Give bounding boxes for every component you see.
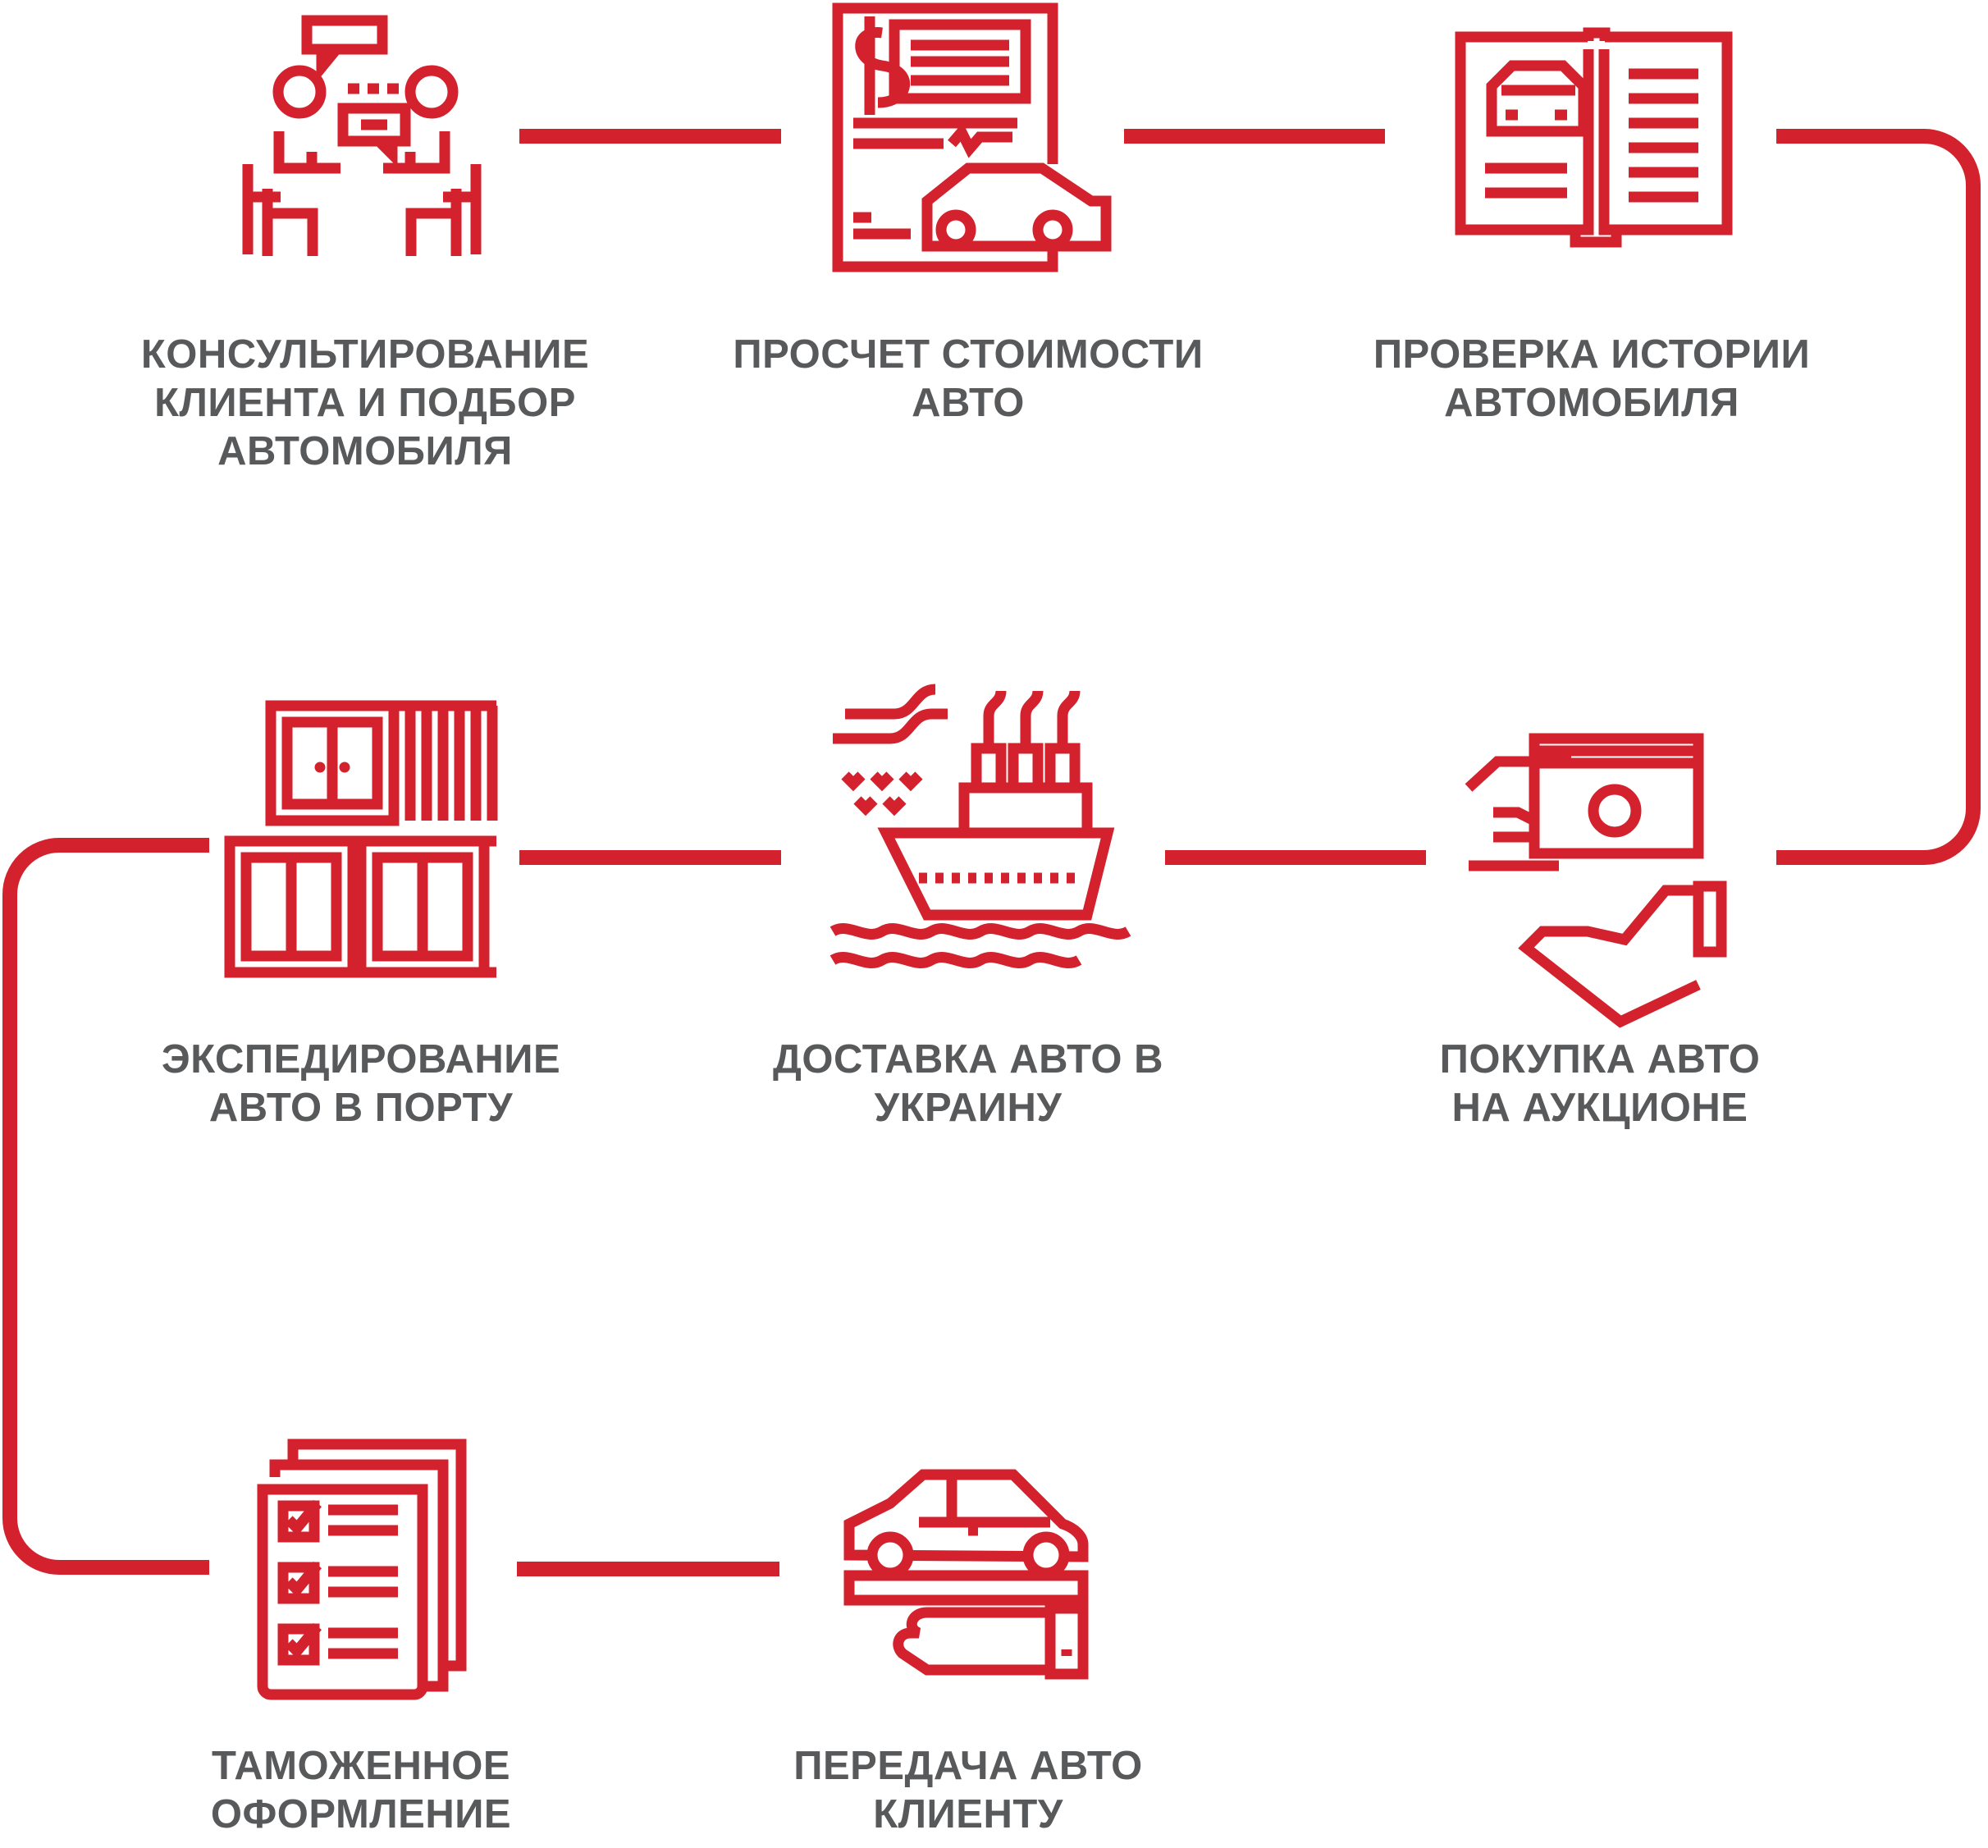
- connector-6-7: [2, 838, 209, 1575]
- step-label-line: ПЕРЕДАЧА АВТО: [793, 1744, 1143, 1788]
- vehicle-history-book-icon: [1455, 27, 1733, 248]
- step-label-line: КЛИЕНТА И ПОДБОР: [154, 381, 576, 425]
- step-label-line: АВТОМОБИЛЯ: [217, 429, 513, 473]
- car-handover-icon: [843, 1469, 1089, 1680]
- step-label-auction-purchase: ПОКУПКА АВТО НА АУКЦИОНЕ: [1387, 1036, 1813, 1132]
- step-label-line: ДОСТАВКА АВТО В: [773, 1037, 1163, 1082]
- step-label-port-forwarding: ЭКСПЕДИРОВАНИЕ АВТО В ПОРТУ: [148, 1036, 574, 1132]
- step-label-line: АВТОМОБИЛЯ: [1444, 381, 1739, 425]
- price-calculation-icon: [832, 2, 1112, 272]
- step-label-line: ТАМОЖЕННОЕ: [211, 1744, 511, 1788]
- step-label-history-check: ПРОВЕРКА ИСТОРИИ АВТОМОБИЛЯ: [1346, 331, 1838, 428]
- step-label-customs: ТАМОЖЕННОЕ ОФОРМЛЕНИЕ: [164, 1742, 558, 1839]
- step-label-line: КЛИЕНТУ: [873, 1792, 1063, 1837]
- cargo-ship-icon: [829, 684, 1131, 968]
- auction-purchase-icon: [1465, 733, 1727, 1028]
- flow-connectors: [2, 129, 1981, 1576]
- step-label-line: ПРОВЕРКА ИСТОРИИ: [1373, 332, 1811, 377]
- step-label-line: КОНСУЛЬТИРОВАНИЕ: [140, 332, 590, 377]
- step-label-handover: ПЕРЕДАЧА АВТО КЛИЕНТУ: [767, 1742, 1169, 1839]
- customs-checklist-icon: [257, 1439, 467, 1700]
- step-label-line: ПОКУПКА АВТО: [1439, 1037, 1761, 1082]
- step-label-line: ПРОСЧЕТ СТОИМОСТИ: [733, 332, 1204, 377]
- step-label-price-calculation: ПРОСЧЕТ СТОИМОСТИ АВТО: [710, 331, 1227, 428]
- step-label-line: УКРАИНУ: [874, 1086, 1063, 1130]
- step-label-line: ЭКСПЕДИРОВАНИЕ: [161, 1037, 561, 1082]
- connector-3-4: [1776, 129, 1981, 865]
- step-label-line: АВТО В ПОРТУ: [208, 1086, 514, 1130]
- port-containers-icon: [224, 700, 498, 978]
- consultation-icon: [242, 15, 482, 256]
- step-label-delivery: ДОСТАВКА АВТО В УКРАИНУ: [747, 1036, 1190, 1132]
- step-label-line: НА АУКЦИОНЕ: [1451, 1086, 1748, 1130]
- step-label-line: ОФОРМЛЕНИЕ: [210, 1792, 512, 1837]
- step-label-line: АВТО: [912, 381, 1025, 425]
- step-label-consultation: КОНСУЛЬТИРОВАНИЕ КЛИЕНТА И ПОДБОР АВТОМО…: [115, 331, 615, 476]
